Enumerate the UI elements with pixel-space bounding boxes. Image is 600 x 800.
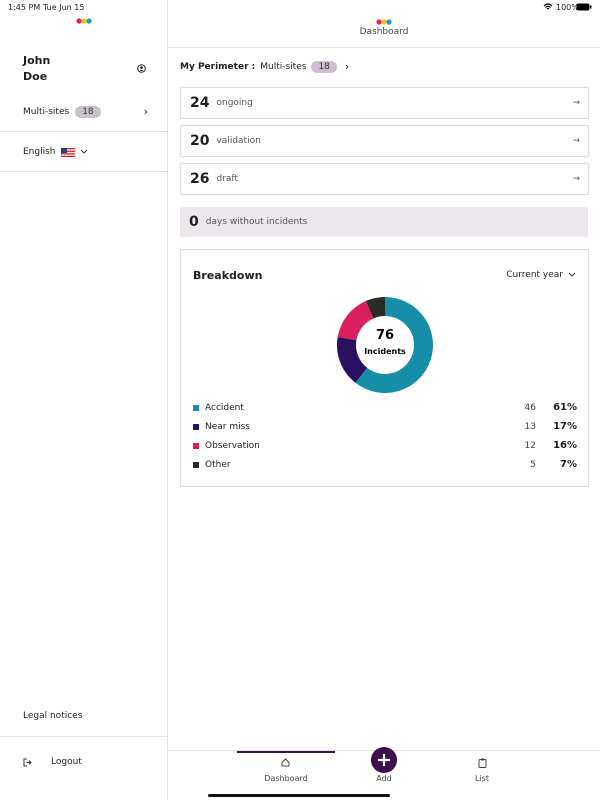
perimeter-badge: 18	[75, 105, 101, 118]
tab-add[interactable]: Add	[376, 774, 392, 783]
chevron-down	[568, 272, 576, 277]
legend-share: 7%	[560, 459, 577, 470]
language-row[interactable]: English	[23, 147, 88, 157]
logout-link[interactable]: Logout	[51, 757, 82, 767]
legend-count: 13	[524, 422, 536, 432]
counter-value: 26	[190, 171, 210, 187]
language-text: English	[23, 147, 56, 157]
legend-count: 46	[524, 403, 536, 413]
logo	[376, 19, 392, 25]
add-button[interactable]	[370, 746, 398, 774]
divider	[0, 171, 167, 172]
legend-swatch	[193, 462, 199, 468]
arrow-icon: →	[572, 136, 580, 146]
perimeter-value: Multi-sites	[260, 61, 307, 72]
days-value: 0	[189, 214, 199, 230]
counter-label: ongoing	[216, 98, 253, 108]
user-icon[interactable]	[137, 64, 146, 73]
legend-count: 5	[530, 460, 536, 470]
period-selector[interactable]: Current year	[506, 270, 576, 280]
logo	[76, 18, 92, 24]
chevron: ›	[143, 105, 148, 118]
perimeter-selector[interactable]: My Perimeter : Multi-sites 18 ›	[180, 60, 349, 73]
counter-label: draft	[216, 174, 238, 184]
donut-segment	[337, 301, 374, 341]
legal-link[interactable]: Legal notices	[23, 711, 83, 721]
tab-dashboard[interactable]: Dashboard	[264, 774, 308, 783]
arrow-icon: →	[572, 98, 580, 108]
divider	[168, 47, 600, 48]
legend-swatch	[193, 405, 199, 411]
breakdown-title: Breakdown	[193, 269, 263, 282]
divider	[0, 736, 167, 737]
legend-label: Accident	[205, 403, 244, 413]
perimeter-label: My Perimeter :	[180, 61, 256, 72]
breakdown-card: Breakdown Current year 76 Incidents Acci…	[180, 249, 589, 487]
perimeter-badge: 18	[311, 60, 337, 73]
counter-value: 24	[190, 95, 210, 111]
days-card: 0 days without incidents	[180, 207, 588, 237]
counter-card[interactable]: 20 validation →	[180, 125, 589, 157]
legend-item: Near miss	[193, 422, 250, 432]
donut-segment	[355, 297, 433, 393]
sidebar: John Doe Multi-sites 18 › English Legal …	[0, 0, 168, 800]
legend-swatch	[193, 443, 199, 449]
legend-label: Other	[205, 460, 231, 470]
counter-label: validation	[216, 136, 261, 146]
battery-text: 100%	[556, 3, 579, 12]
active-tab-indicator	[237, 751, 335, 753]
donut-segment	[337, 337, 368, 383]
flag-icon	[60, 147, 75, 157]
legend-share: 16%	[553, 440, 577, 451]
legend-share: 61%	[553, 402, 577, 413]
legend-item: Other	[193, 460, 231, 470]
perimeter-text: Multi-sites	[23, 106, 70, 117]
tab-list[interactable]: List	[475, 774, 489, 783]
divider	[0, 131, 167, 132]
home-indicator	[208, 794, 390, 797]
legend-item: Observation	[193, 441, 260, 451]
legend-item: Accident	[193, 403, 244, 413]
list-icon	[478, 758, 487, 768]
chevron: ›	[344, 60, 350, 73]
perimeter-row[interactable]: Multi-sites 18 ›	[23, 105, 148, 118]
donut-chart: 76 Incidents	[337, 297, 433, 393]
legend-share: 17%	[553, 421, 577, 432]
counter-card[interactable]: 26 draft →	[180, 163, 589, 195]
days-label: days without incidents	[205, 217, 308, 227]
legend-swatch	[193, 424, 199, 430]
period-text: Current year	[506, 270, 563, 280]
counter-card[interactable]: 24 ongoing →	[180, 87, 589, 119]
home-icon	[281, 758, 290, 767]
total-value: 76	[376, 328, 394, 343]
user-name: John Doe	[23, 54, 51, 83]
total-label: Incidents	[364, 347, 406, 356]
legend-label: Observation	[205, 441, 260, 451]
legend-count: 12	[524, 441, 536, 451]
wifi-icon	[543, 3, 553, 10]
counter-value: 20	[190, 133, 210, 149]
donut-segment	[365, 297, 385, 319]
time: 1:45 PM	[8, 3, 41, 12]
battery-icon	[576, 3, 592, 11]
chevron-down	[80, 149, 87, 154]
header-title: Dashboard	[359, 27, 409, 37]
arrow-icon: →	[572, 174, 580, 184]
legend-label: Near miss	[205, 422, 250, 432]
date: Tue Jun 15	[43, 3, 85, 12]
logout-icon	[23, 758, 32, 767]
